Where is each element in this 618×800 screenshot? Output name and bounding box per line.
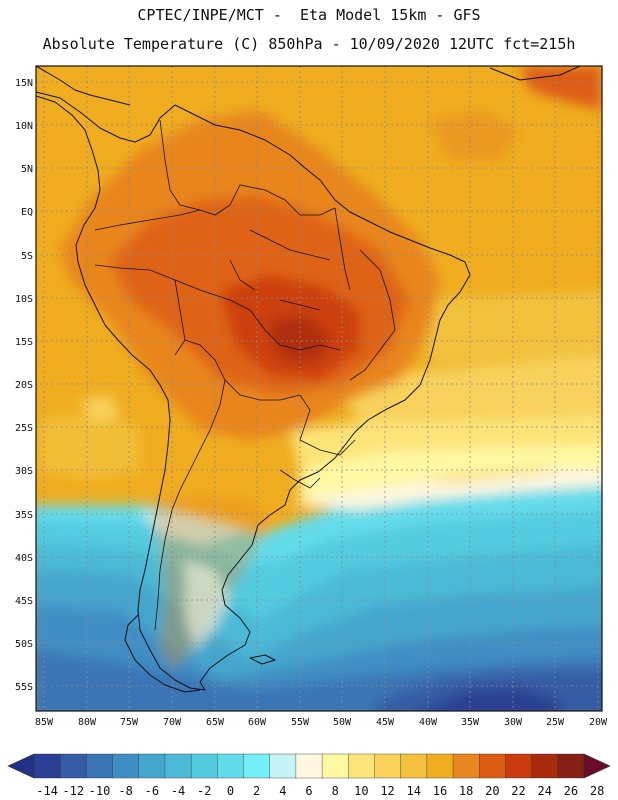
colorbar-cell: [295, 753, 323, 779]
lat-label: 20S: [15, 380, 33, 391]
colorbar-cell: [269, 753, 297, 779]
colorbar-label: 28: [590, 784, 604, 798]
colorbar-cell: [321, 753, 349, 779]
colorbar-label: 8: [332, 784, 339, 798]
colorbar-label: 24: [537, 784, 551, 798]
colorbar-cell: [400, 753, 428, 779]
colorbar-cell: [59, 753, 87, 779]
lon-label: 40W: [419, 717, 438, 728]
map-frame: [35, 65, 603, 712]
colorbar-cell: [479, 753, 506, 779]
title-line-2: Absolute Temperature (C) 850hPa - 10/09/…: [42, 35, 576, 53]
lon-label: 60W: [248, 717, 267, 728]
colorbar-cell: [33, 753, 61, 779]
colorbar-label: 12: [380, 784, 394, 798]
colorbar-cell: [557, 753, 585, 779]
coastline: [36, 66, 581, 693]
colorbar-label: -2: [197, 784, 211, 798]
lon-label: 35W: [461, 717, 480, 728]
colorbar-label: 26: [564, 784, 578, 798]
colorbar-cell: [452, 753, 480, 779]
colorbar-cell: [190, 753, 218, 779]
colorbar-label: 4: [279, 784, 286, 798]
colorbar-label: 14: [407, 784, 421, 798]
colorbar-label: 22: [511, 784, 525, 798]
colorbar-label: -4: [171, 784, 185, 798]
colorbar: -14 -12 -10 -8 -6 -4 -2 0 2 4 6 8 10 12 14 16 18 20 22 24 26…: [7, 753, 611, 798]
lat-label: 45S: [15, 596, 33, 607]
lon-label: 30W: [504, 717, 523, 728]
colorbar-label: -6: [145, 784, 159, 798]
colorbar-cell: [243, 753, 271, 779]
colorbar-label: 16: [433, 784, 447, 798]
lat-label: 5N: [21, 164, 33, 175]
colorbar-cell: [217, 753, 245, 779]
colorbar-cell: [164, 753, 192, 779]
colorbar-left-arrow: [7, 753, 35, 779]
lat-label: 15N: [15, 78, 33, 89]
lon-label: 25W: [546, 717, 565, 728]
lat-label: 40S: [15, 553, 33, 564]
lon-label: 85W: [35, 717, 54, 728]
lat-label: 35S: [15, 510, 33, 521]
title-line-1: CPTEC/INPE/MCT - Eta Model 15km - GFS: [137, 6, 481, 24]
lat-label: 10S: [15, 294, 33, 305]
colorbar-label: -10: [89, 784, 111, 798]
colorbar-label: 10: [354, 784, 368, 798]
colorbar-label: -8: [118, 784, 132, 798]
lon-label: 55W: [291, 717, 310, 728]
lat-label: 25S: [15, 423, 33, 434]
colorbar-label: 20: [485, 784, 499, 798]
colorbar-cell: [426, 753, 454, 779]
lat-label: 55S: [15, 682, 33, 693]
lon-label: 65W: [206, 717, 225, 728]
lon-label: 50W: [333, 717, 352, 728]
colorbar-label: 18: [459, 784, 473, 798]
colorbar-label: 2: [253, 784, 260, 798]
colorbar-label: 0: [227, 784, 234, 798]
colorbar-label: -14: [36, 784, 58, 798]
temperature-field: [36, 66, 602, 711]
longitude-labels: 85W 80W 75W 70W 65W 60W 55W 50W 45W 40W …: [35, 717, 608, 728]
lat-label: 30S: [15, 466, 33, 477]
lon-label: 80W: [78, 717, 97, 728]
lon-label: 20W: [589, 717, 608, 728]
grid-lines: [36, 66, 602, 711]
colorbar-cell: [138, 753, 166, 779]
colorbar-cell: [112, 753, 140, 779]
colorbar-cell: [505, 753, 533, 779]
latitude-labels: 15N 10N 5N EQ 5S 10S 15S 20S 25S 30S 35S…: [15, 78, 33, 693]
colorbar-label: -12: [62, 784, 84, 798]
lon-label: 75W: [120, 717, 139, 728]
colorbar-cell: [348, 753, 375, 779]
lat-label: 5S: [21, 251, 33, 262]
lon-label: 70W: [163, 717, 182, 728]
colorbar-label: 6: [305, 784, 312, 798]
colorbar-cell: [531, 753, 559, 779]
lat-label: 50S: [15, 639, 33, 650]
country-borders: [94, 119, 396, 631]
colorbar-right-arrow: [583, 753, 611, 779]
lat-label: 10N: [15, 121, 33, 132]
lat-label: EQ: [21, 207, 33, 218]
colorbar-cell: [86, 753, 114, 779]
colorbar-cell: [374, 753, 402, 779]
lon-label: 45W: [376, 717, 395, 728]
lat-label: 15S: [15, 337, 33, 348]
